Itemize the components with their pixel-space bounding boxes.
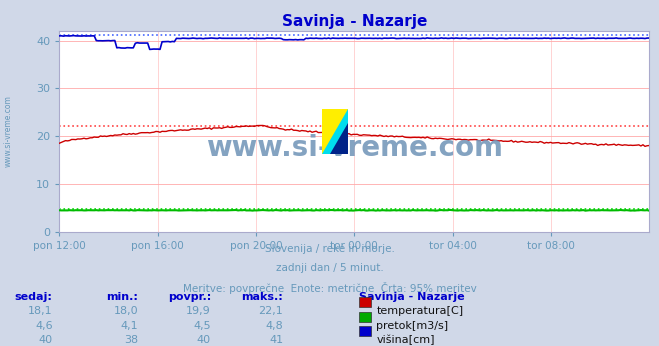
Text: Slovenija / reke in morje.: Slovenija / reke in morje. — [264, 244, 395, 254]
Text: 41: 41 — [270, 335, 283, 345]
Text: maks.:: maks.: — [242, 292, 283, 302]
Text: Savinja - Nazarje: Savinja - Nazarje — [359, 292, 465, 302]
Text: pretok[m3/s]: pretok[m3/s] — [376, 321, 448, 331]
Title: Savinja - Nazarje: Savinja - Nazarje — [281, 13, 427, 29]
Text: 4,8: 4,8 — [266, 321, 283, 331]
Text: 19,9: 19,9 — [186, 306, 211, 316]
Text: sedaj:: sedaj: — [15, 292, 53, 302]
Polygon shape — [322, 109, 349, 154]
Text: temperatura[C]: temperatura[C] — [376, 306, 463, 316]
Text: 4,5: 4,5 — [193, 321, 211, 331]
Text: višina[cm]: višina[cm] — [376, 335, 435, 345]
Text: Meritve: povprečne  Enote: metrične  Črta: 95% meritev: Meritve: povprečne Enote: metrične Črta:… — [183, 282, 476, 294]
FancyBboxPatch shape — [322, 109, 349, 154]
Text: 4,1: 4,1 — [121, 321, 138, 331]
Text: 40: 40 — [39, 335, 53, 345]
Text: 4,6: 4,6 — [35, 321, 53, 331]
Text: min.:: min.: — [107, 292, 138, 302]
Text: 18,1: 18,1 — [28, 306, 53, 316]
Text: 18,0: 18,0 — [114, 306, 138, 316]
Polygon shape — [330, 122, 349, 154]
Text: 22,1: 22,1 — [258, 306, 283, 316]
Text: 38: 38 — [125, 335, 138, 345]
Text: www.si-vreme.com: www.si-vreme.com — [4, 95, 13, 167]
Text: www.si-vreme.com: www.si-vreme.com — [206, 134, 503, 162]
Text: 40: 40 — [197, 335, 211, 345]
Text: zadnji dan / 5 minut.: zadnji dan / 5 minut. — [275, 263, 384, 273]
Text: povpr.:: povpr.: — [167, 292, 211, 302]
